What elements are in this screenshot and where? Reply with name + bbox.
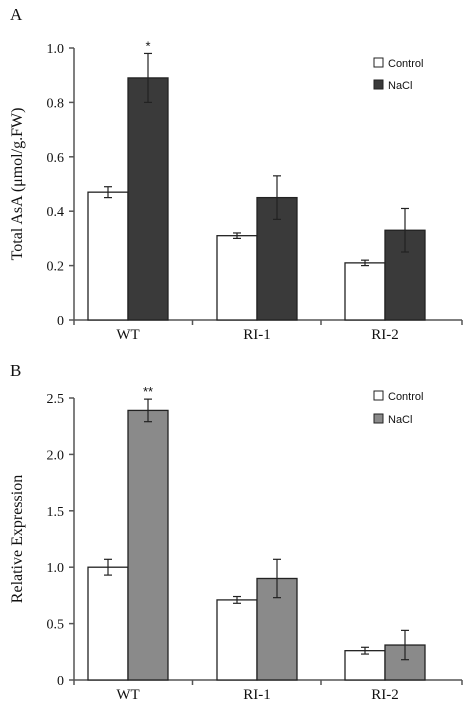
panel-b-ytick-label: 2.5 bbox=[47, 392, 65, 407]
panel-a-legend-label-nacl: NaCl bbox=[388, 80, 412, 92]
panel-a-category-label-wt: WT bbox=[116, 327, 139, 343]
panel-a-bar-control-ri-2 bbox=[344, 262, 386, 321]
panel-b-bar-nacl-wt bbox=[127, 409, 169, 681]
panel-a-label: A bbox=[10, 5, 23, 24]
panel-a-bar-nacl-wt bbox=[127, 77, 169, 321]
panel-a-bar-control-wt bbox=[87, 191, 129, 321]
panel-b-category-label-ri-2: RI-2 bbox=[371, 687, 399, 703]
panel-a-ytick-label: 0 bbox=[57, 314, 64, 329]
panel-a-category-label-ri-1: RI-1 bbox=[243, 327, 271, 343]
panel-b-ytick-label: 2.0 bbox=[47, 448, 65, 463]
panel-b-y-axis-label: Relative Expression bbox=[9, 475, 26, 603]
panel-b-label: B bbox=[10, 361, 21, 380]
panel-a-category-label-ri-2: RI-2 bbox=[371, 327, 399, 343]
panel-b-category-label-ri-1: RI-1 bbox=[243, 687, 271, 703]
panel-a-ytick-label: 0.6 bbox=[47, 151, 65, 166]
panel-b-bar-control-ri-2 bbox=[344, 650, 386, 681]
panel-b-legend-swatch-nacl bbox=[373, 413, 384, 424]
panel-b-ytick-label: 1.5 bbox=[47, 505, 65, 520]
panel-b-legend-label-nacl: NaCl bbox=[388, 414, 412, 426]
panel-a-bar-control-ri-1 bbox=[216, 235, 258, 321]
panel-a-ytick-label: 0.8 bbox=[47, 96, 65, 111]
panel-b-legend-label-control: Control bbox=[388, 391, 423, 403]
panel-a-ytick-label: 1.0 bbox=[47, 42, 65, 57]
panel-a-significance-marker: * bbox=[145, 38, 150, 53]
panel-b-bar-control-ri-1 bbox=[216, 599, 258, 681]
panel-a-chart: A 0 0.2 0.4 0.6 0.8 1.0 Total AsA (μmol/g.FW) WT… bbox=[9, 5, 463, 343]
panel-b-bar-control-wt bbox=[87, 566, 129, 681]
panel-a-ytick-label: 0.4 bbox=[47, 205, 65, 220]
panel-a-legend-swatch-control bbox=[373, 57, 384, 68]
panel-b-legend-swatch-control bbox=[373, 390, 384, 401]
panel-b-category-label-wt: WT bbox=[116, 687, 139, 703]
panel-b-chart: B 0 0.5 1.0 1.5 2.0 2.5 Relative Expression WT RI… bbox=[9, 361, 463, 703]
panel-a-y-axis-label: Total AsA (μmol/g.FW) bbox=[9, 108, 26, 261]
panel-a-legend-swatch-nacl bbox=[373, 79, 384, 90]
panel-a-ytick-label: 0.2 bbox=[47, 260, 65, 275]
panel-b-ytick-label: 1.0 bbox=[47, 561, 65, 576]
panel-b-ytick-label: 0 bbox=[57, 674, 64, 689]
panel-b-ytick-label: 0.5 bbox=[47, 618, 65, 633]
panel-a-legend-label-control: Control bbox=[388, 58, 423, 70]
panel-b-significance-marker: ** bbox=[143, 384, 153, 399]
